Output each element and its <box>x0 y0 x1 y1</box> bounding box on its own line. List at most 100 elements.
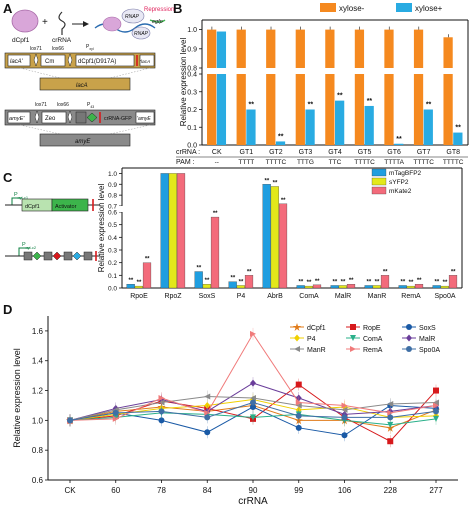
b-bar-xylose--GT2 <box>266 29 276 146</box>
b-bar-xylose+-GT6 <box>394 143 404 145</box>
d-point-MalR <box>250 379 256 387</box>
c-sig-mark: ** <box>375 279 380 285</box>
b-pam-label: -- <box>215 159 219 166</box>
laca-right-box <box>139 54 155 67</box>
c-bar-mTagBFP2-MalR <box>330 285 339 289</box>
d-point-RemA <box>341 402 348 409</box>
array-unit-1 <box>23 251 33 261</box>
crrna-repeat-icon <box>86 112 98 123</box>
d-point-Spo0A <box>67 417 73 424</box>
b-y-title: Relative expression level <box>179 38 188 127</box>
b-bar-xylose+-GT3 <box>305 109 315 145</box>
c-legend-label-mTagBFP2: mTagBFP2 <box>389 170 422 177</box>
d-point-ManR <box>204 393 211 400</box>
d-point-RopE <box>295 381 302 388</box>
c-ytick-label: 0.8 <box>108 193 117 200</box>
array-unit-4 <box>83 251 93 261</box>
c-ytick-label: 0.3 <box>108 248 117 255</box>
d-legend-marker-ManR <box>294 346 300 352</box>
b-category-label: GT2 <box>269 149 283 156</box>
egfp-label: egfp <box>152 19 163 25</box>
activator-gene-box <box>51 198 89 212</box>
c-bar-mKate2-AbrB <box>278 203 288 289</box>
d-point-Spo0A <box>295 412 302 419</box>
crrna-gfp-label: crRNA-GFP <box>104 116 132 122</box>
array-unit-3 <box>63 251 73 261</box>
array-diamond-2 <box>52 251 62 261</box>
d-point-ComA <box>250 414 256 421</box>
c-sig-mark: ** <box>213 211 218 217</box>
c-bar-mKate2-ManR <box>380 275 390 289</box>
c-sig-mark: ** <box>197 266 202 272</box>
d-ytick-label: 0.8 <box>32 446 44 455</box>
dcpf1-gene-label: dCpf1 <box>25 204 40 210</box>
c-category-label: RpoE <box>130 293 148 300</box>
b-pam-label: TTTTC <box>443 159 464 166</box>
b-sig-mark: ** <box>396 136 402 143</box>
c-category-label: P4 <box>237 293 246 300</box>
d-legend-marker-RopE <box>350 324 356 330</box>
laca-left-box <box>7 54 31 67</box>
c-bar-sYFP2-AbrB <box>270 186 279 289</box>
b-ytick-label: 0.9 <box>187 46 197 53</box>
d-x-title: crRNA <box>238 496 268 507</box>
d-ytick-label: 1.0 <box>32 416 44 425</box>
c-category-label: SoxS <box>199 293 216 300</box>
chart-d: 0.6 0.8 1.0 1.2 1.4 1.6 CK 60 78 84 90 99 106 228 277 c… <box>12 316 458 507</box>
c-sig-mark: ** <box>137 280 142 286</box>
c-category-label: RemA <box>401 293 421 300</box>
pxyl-c2-label: Pxyl-c2 <box>22 242 37 250</box>
c-sig-mark: ** <box>273 180 278 186</box>
c-sig-mark: ** <box>367 279 372 285</box>
bound-dcpf1-icon <box>102 16 122 32</box>
activator-gene-label: Activator <box>55 204 77 210</box>
c-sig-mark: ** <box>315 279 320 285</box>
laca-right-label: 'lacA <box>140 59 150 65</box>
d-point-RemA <box>158 395 165 401</box>
c-bar-mKate2-RpoE <box>142 262 152 289</box>
b-category-label: GT3 <box>299 149 313 156</box>
c-sig-mark: ** <box>349 278 354 284</box>
c-sig-mark: ** <box>145 257 150 263</box>
cm-label: Cm <box>45 59 54 65</box>
c-ytick-label: 0.6 <box>108 210 117 217</box>
d-legend-marker-ComA <box>350 335 356 341</box>
c-bar-mTagBFP2-ManR <box>364 285 373 289</box>
b-pam-label: TTTT <box>238 159 254 166</box>
lox71b-site-icon <box>34 110 40 124</box>
c-bar-sYFP2-P4 <box>236 285 245 289</box>
b-bar-xylose+-CK <box>216 31 227 145</box>
panel-a-diagram: dCpf1 + crRNA RNAP RNAP Repression egfp … <box>4 7 174 147</box>
b-ytick-label: 0.0 <box>187 143 197 150</box>
c-sig-mark: ** <box>307 280 312 286</box>
c-axis-break-gap <box>118 206 126 212</box>
b-pam-label: TTTTC <box>413 159 434 166</box>
d-point-RemA <box>250 330 256 337</box>
d-point-Spo0A <box>341 414 348 421</box>
laca-left-label: lacA' <box>10 59 24 65</box>
c-category-label: AbrB <box>267 293 283 300</box>
d-ytick-label: 1.6 <box>32 327 44 336</box>
b-ytick-label: 0.4 <box>187 72 197 79</box>
b-category-label: GT8 <box>446 149 460 156</box>
b-legend-swatch-xylose- <box>320 3 336 12</box>
d-point-Spo0A <box>158 408 165 415</box>
d-xtick-label: 99 <box>294 486 303 495</box>
b-bar-xylose--GT6 <box>384 29 394 146</box>
b-category-label: CK <box>212 149 222 156</box>
c-sig-mark: ** <box>231 276 236 282</box>
panel-a-label: A <box>3 1 13 16</box>
c-sig-mark: ** <box>247 269 252 275</box>
c-sig-mark: ** <box>299 279 304 285</box>
d-point-RopE <box>433 387 439 394</box>
b-bar-xylose+-GT8 <box>453 132 463 145</box>
d-point-SoxS <box>341 432 348 439</box>
b-bar-xylose--CK <box>207 29 217 146</box>
b-category-label: GT1 <box>240 149 254 156</box>
d-point-SoxS <box>204 429 211 436</box>
laca-dash-right <box>109 67 151 79</box>
c-bar-sYFP2-RpoZ <box>168 173 177 289</box>
zeo-box <box>41 111 67 124</box>
amye-left-box <box>7 111 31 124</box>
plus-sign: + <box>42 17 48 28</box>
